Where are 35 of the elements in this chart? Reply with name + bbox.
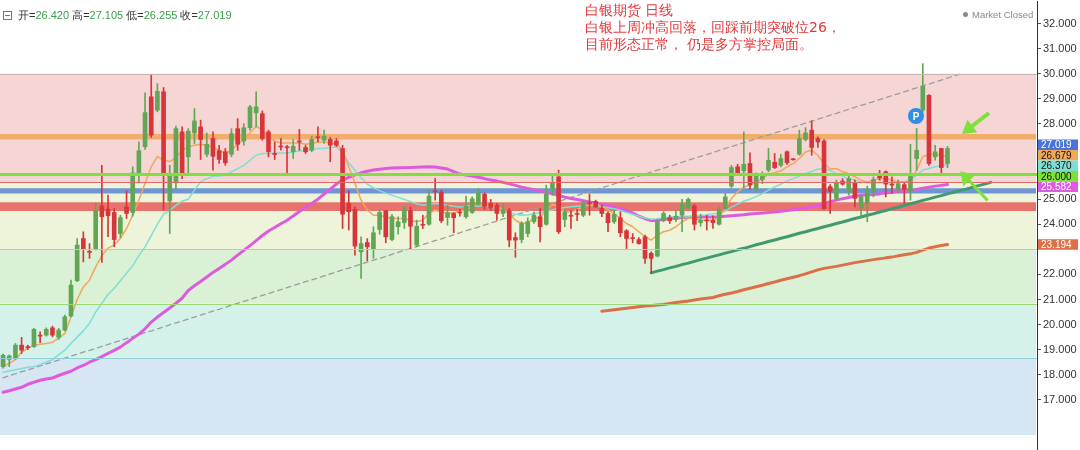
candlestick — [741, 131, 747, 189]
candlestick — [315, 126, 321, 143]
y-tick-label: 18.000 — [1043, 367, 1077, 380]
candlestick — [568, 209, 574, 229]
y-tick-label: 28.000 — [1043, 116, 1077, 129]
text: 白银上周冲高回落，回踩前期突破位26，目前形态正常， 仍是多方掌控局面。 — [585, 19, 842, 53]
y-tick-label: 25.000 — [1043, 192, 1077, 205]
annotation: Market Closed — [972, 9, 1034, 20]
candlestick — [272, 141, 278, 160]
text: 27.019 — [1041, 139, 1073, 151]
y-tick-label: 20.000 — [1043, 317, 1077, 330]
annotation: P — [912, 110, 920, 122]
y-tick-label: 24.000 — [1043, 217, 1077, 230]
candlestick — [451, 212, 457, 234]
y-tick-label: 22.000 — [1043, 267, 1077, 280]
text: 23.194 — [1041, 238, 1073, 250]
candlestick — [284, 144, 290, 175]
candlestick — [420, 214, 426, 229]
text: 26.679 — [1041, 149, 1073, 161]
y-tick-label: 21.000 — [1043, 292, 1077, 305]
y-tick-label: 17.000 — [1043, 392, 1077, 405]
y-tick-label: 32.000 — [1043, 16, 1077, 29]
chart-title: 白银期货 日线 — [585, 2, 674, 19]
line-series — [2, 73, 961, 379]
ref-line-label: 26.000 — [1041, 170, 1073, 182]
candlestick — [574, 209, 580, 222]
y-tick-label: 29.000 — [1043, 91, 1077, 104]
text: 25.582 — [1041, 181, 1073, 193]
text: 26.370 — [1041, 160, 1073, 172]
y-tick-label: 19.000 — [1043, 342, 1077, 355]
candlestick — [827, 184, 833, 214]
annotation: 开=26.420 高=27.105 低=26.255 收=27.019 — [18, 9, 232, 21]
y-tick-label: 30.000 — [1043, 66, 1077, 79]
candlestick — [901, 182, 907, 204]
y-tick-label: 31.000 — [1043, 41, 1077, 54]
